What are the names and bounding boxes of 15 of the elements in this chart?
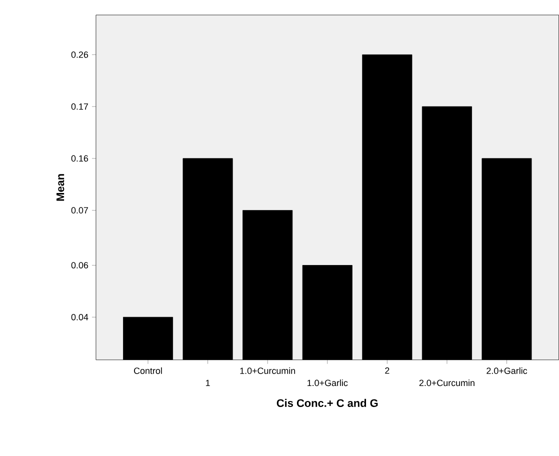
x-tick-label: 2 [385, 367, 390, 374]
x-axis-title: Cis Conc.+ C and G [276, 399, 378, 408]
x-tick-label: Control [134, 367, 162, 374]
text: 0.06 [71, 262, 88, 269]
x-tick-label: 1 [206, 380, 210, 386]
text: 0.16 [71, 155, 88, 162]
y-axis-title: Mean [56, 174, 64, 201]
x-tick-label: 1.0+Garlic [308, 380, 348, 386]
text: 0.17 [71, 103, 88, 110]
text: 0.07 [71, 207, 88, 214]
x-tick-label: 2.0+Curcumin [419, 380, 474, 386]
text: 0.26 [71, 52, 88, 58]
x-tick-label: 1.0+Curcumin [240, 367, 296, 374]
text: 0.04 [71, 314, 88, 320]
x-tick-label: 2.0+Garlic [486, 367, 528, 374]
